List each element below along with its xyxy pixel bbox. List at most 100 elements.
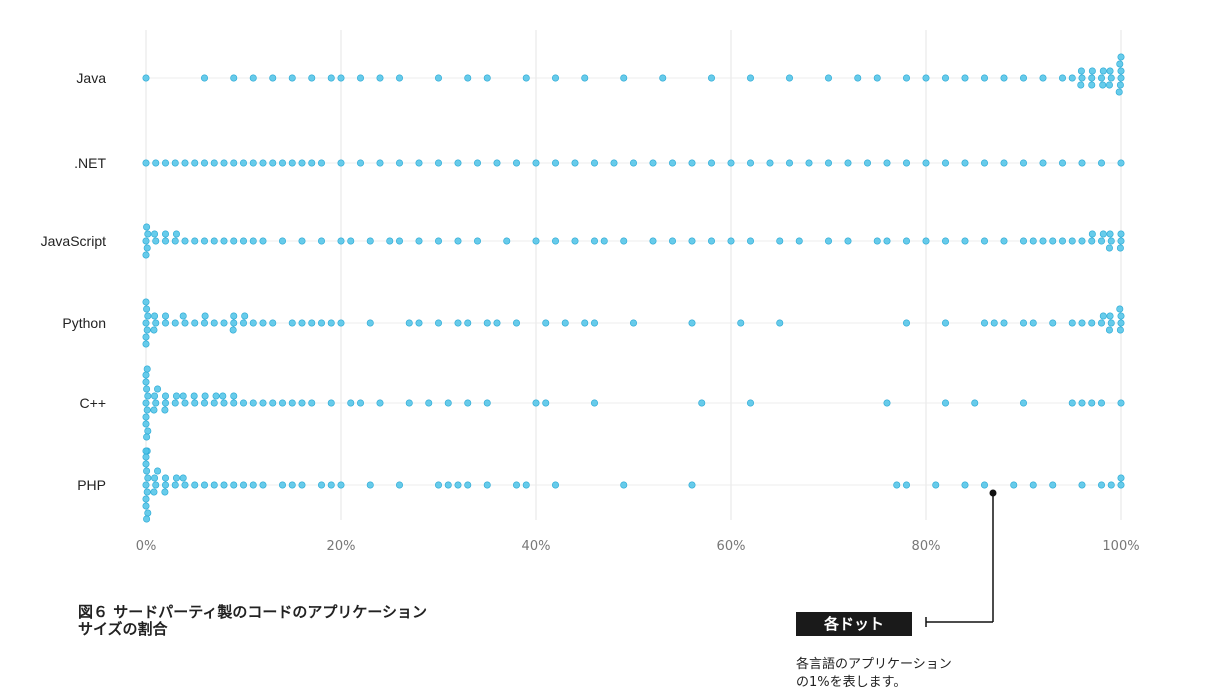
data-point [434,319,442,327]
data-point [201,74,209,82]
data-point [776,319,784,327]
data-point [143,223,151,231]
data-point [1019,159,1027,167]
legend-note-line-1: 各言語のアプリケーション [796,657,952,672]
data-point [259,159,267,167]
data-point [327,74,335,82]
data-point [1117,159,1125,167]
data-point [610,159,618,167]
data-point [659,74,667,82]
data-point [230,399,238,407]
data-point [512,159,520,167]
data-point [172,392,180,400]
data-point [337,237,345,245]
data-point [961,237,969,245]
data-point [152,319,160,327]
data-point [142,378,150,386]
data-point [854,74,862,82]
data-points [142,53,1125,523]
x-tick-label: 0% [136,539,157,554]
data-point [1078,159,1086,167]
data-point [179,392,187,400]
data-point [144,509,152,517]
data-point [179,474,187,482]
data-point [1098,159,1106,167]
data-point [162,392,170,400]
data-point [473,237,481,245]
data-point [629,319,637,327]
data-point [1049,319,1057,327]
data-point [317,237,325,245]
data-point [1099,81,1107,89]
data-point [210,319,218,327]
data-point [883,159,891,167]
data-point [142,481,150,489]
data-point [249,319,257,327]
data-point [454,319,462,327]
legend-callout [925,489,997,627]
data-point [337,481,345,489]
data-point [1116,60,1124,68]
data-point [278,399,286,407]
data-point [327,399,335,407]
data-point [561,319,569,327]
category-label: Java [76,70,106,86]
data-point [1098,399,1106,407]
data-point [298,319,306,327]
data-point [210,159,218,167]
data-point [259,399,267,407]
data-point [464,319,472,327]
data-point [162,474,170,482]
data-point [1019,237,1027,245]
data-point [1078,74,1086,82]
data-point [1099,230,1107,238]
data-point [590,399,598,407]
data-point [961,74,969,82]
data-point [1029,237,1037,245]
data-point [337,319,345,327]
data-point [1105,244,1113,252]
data-point [162,230,170,238]
data-point [152,159,160,167]
data-point [161,488,169,496]
data-point [172,230,180,238]
data-point [366,319,374,327]
data-point [785,159,793,167]
data-point [668,237,676,245]
data-point [863,159,871,167]
data-point [542,319,550,327]
data-point [1117,481,1125,489]
data-point [590,237,598,245]
data-point [142,420,150,428]
data-point [1019,399,1027,407]
data-point [961,481,969,489]
data-point [278,237,286,245]
data-point [142,340,150,348]
data-point [212,392,220,400]
data-point [532,399,540,407]
data-point [161,406,169,414]
data-point [434,159,442,167]
data-point [337,159,345,167]
legend-badge: 各ドット [796,612,912,636]
data-point [600,237,608,245]
data-point [220,399,228,407]
data-point [902,74,910,82]
data-point [512,481,520,489]
data-point [143,488,151,496]
data-point [143,305,151,313]
category-label: Python [62,315,106,331]
data-point [143,244,151,252]
data-point [162,319,170,327]
data-point [1029,319,1037,327]
data-point [1019,74,1027,82]
data-point [152,237,160,245]
data-point [210,237,218,245]
data-point [1088,74,1096,82]
data-point [230,319,238,327]
data-point [171,319,179,327]
data-point [162,399,170,407]
data-point [1117,399,1125,407]
data-point [1077,81,1085,89]
x-tick-label: 40% [522,539,551,554]
